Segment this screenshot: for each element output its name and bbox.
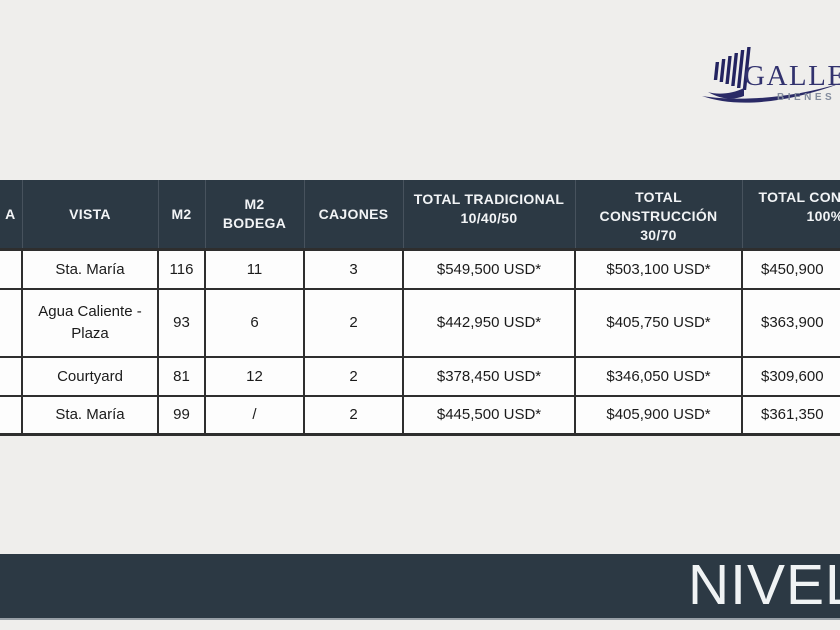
cell-m2: 116 [157, 248, 206, 290]
cell-total-tradicional: $549,500 USD* [402, 248, 576, 290]
pricing-table: A VISTA M2 M2 BODEGA CAJONES TOTAL TRADI… [0, 180, 840, 436]
level-band-label: NIVEL [688, 553, 840, 617]
header-vista: VISTA [22, 180, 159, 251]
header-construccion-line1: TOTAL [635, 189, 682, 205]
cell-m2-bodega: / [204, 395, 305, 436]
cell-m2-bodega: 11 [204, 248, 305, 290]
cell-vista: Agua Caliente - Plaza [21, 288, 159, 358]
header-contado-line1: TOTAL CON [758, 189, 840, 206]
header-m2: M2 [158, 180, 206, 251]
header-m2-bodega-line1: M2 [244, 196, 265, 213]
cell-total-construccion: $503,100 USD* [574, 248, 743, 290]
cell-total-contado: $450,900 [741, 248, 840, 290]
cell-total-construccion: $405,900 USD* [574, 395, 743, 436]
header-tradicional-line2: 10/40/50 [460, 210, 518, 226]
logo-subtitle: BIENES RAÍCES [777, 92, 840, 103]
cell-col-a [0, 248, 23, 290]
cell-cajones: 2 [303, 288, 404, 358]
cell-total-contado: $363,900 [741, 288, 840, 358]
cell-total-contado: $361,350 [741, 395, 840, 436]
header-total-contado: TOTAL CON 100% [742, 180, 840, 251]
table-header-row: A VISTA M2 M2 BODEGA CAJONES TOTAL TRADI… [0, 180, 840, 251]
company-logo: GALLEGOS BIENES RAÍCES [700, 40, 840, 110]
cell-m2: 81 [157, 356, 206, 397]
cell-m2-bodega: 12 [204, 356, 305, 397]
cell-vista: Sta. María [21, 395, 159, 436]
cell-m2: 99 [157, 395, 206, 436]
header-col-a: A [0, 180, 23, 251]
header-m2-bodega: M2 BODEGA [205, 180, 305, 251]
cell-m2-bodega: 6 [204, 288, 305, 358]
header-contado-line2: 100% [806, 208, 840, 224]
table-row: Sta. María 99 / 2 $445,500 USD* $405,900… [0, 395, 840, 436]
cell-vista: Sta. María [21, 248, 159, 290]
cell-total-construccion: $346,050 USD* [574, 356, 743, 397]
logo-company-name: GALLEGOS [744, 60, 840, 92]
header-tradicional-line1: TOTAL TRADICIONAL [413, 191, 565, 208]
cell-cajones: 2 [303, 356, 404, 397]
cell-total-tradicional: $445,500 USD* [402, 395, 576, 436]
table-row: Courtyard 81 12 2 $378,450 USD* $346,050… [0, 356, 840, 397]
cell-col-a [0, 288, 23, 358]
building-swoosh-icon [702, 47, 840, 103]
cell-col-a [0, 395, 23, 436]
header-construccion-line2: CONSTRUCCIÓN [599, 207, 718, 224]
header-construccion-line3: 30/70 [640, 227, 677, 244]
cell-total-construccion: $405,750 USD* [574, 288, 743, 358]
table-row: Agua Caliente - Plaza 93 6 2 $442,950 US… [0, 288, 840, 358]
cell-cajones: 3 [303, 248, 404, 290]
table-row: Sta. María 116 11 3 $549,500 USD* $503,1… [0, 248, 840, 290]
cell-cajones: 2 [303, 395, 404, 436]
header-cajones: CAJONES [304, 180, 404, 251]
cell-vista: Courtyard [21, 356, 159, 397]
header-total-construccion: TOTAL CONSTRUCCIÓN 30/70 [575, 180, 743, 251]
cell-col-a [0, 356, 23, 397]
cell-total-contado: $309,600 [741, 356, 840, 397]
cell-total-tradicional: $442,950 USD* [402, 288, 576, 358]
header-total-tradicional: TOTAL TRADICIONAL 10/40/50 [403, 180, 576, 251]
cell-m2: 93 [157, 288, 206, 358]
header-m2-bodega-line2: BODEGA [222, 215, 287, 231]
level-band: NIVEL [0, 554, 840, 620]
cell-total-tradicional: $378,450 USD* [402, 356, 576, 397]
